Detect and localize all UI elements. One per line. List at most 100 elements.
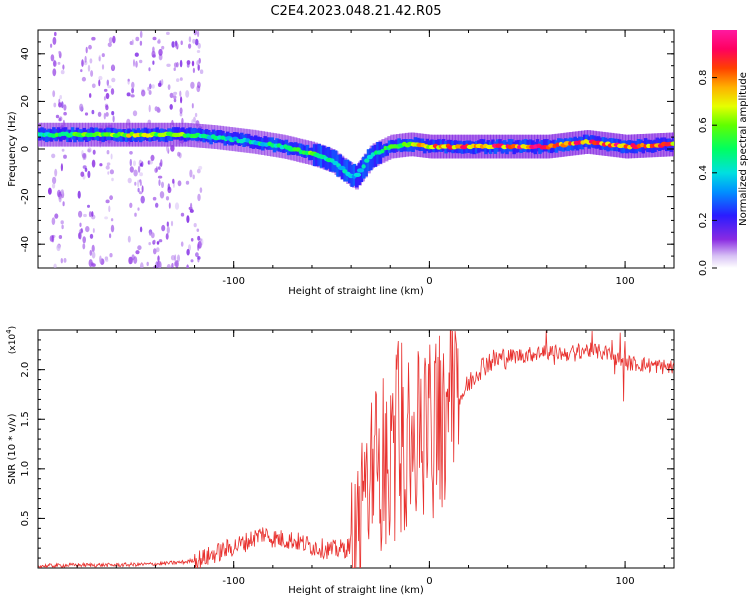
noise-speckle [167, 183, 170, 191]
noise-speckle [161, 181, 164, 188]
colorbar-tick-label: 0.4 [698, 165, 709, 181]
noise-speckle [197, 81, 201, 89]
noise-speckle [197, 30, 200, 37]
colorbar-label: Normalized spectral amplitude [738, 72, 749, 226]
noise-speckle [171, 262, 174, 268]
noise-speckle [166, 63, 171, 67]
noise-speckle [79, 103, 84, 112]
noise-speckle [52, 90, 56, 98]
noise-speckle [63, 154, 67, 159]
noise-speckle [107, 171, 110, 175]
noise-speckle [177, 254, 180, 262]
figure-title: C2E4.2023.048.21.42.R05 [270, 4, 441, 19]
noise-speckle [190, 202, 193, 210]
noise-speckle [52, 36, 57, 45]
x-tick-label: 0 [426, 276, 432, 287]
noise-speckle [173, 98, 177, 103]
noise-speckle [85, 46, 88, 54]
ridge-envelope [373, 144, 378, 167]
noise-speckle [139, 40, 143, 46]
noise-speckle [188, 43, 192, 49]
x-tick-label: 100 [616, 276, 635, 287]
ridge-envelope [641, 141, 645, 154]
noise-speckle [98, 75, 103, 81]
y-tick-label: -20 [20, 188, 31, 204]
noise-speckle [134, 181, 137, 186]
noise-speckle [180, 241, 184, 247]
y-tick-label: 0.5 [20, 510, 31, 526]
noise-speckle [58, 117, 62, 122]
noise-speckle [186, 60, 191, 65]
ridge-envelope [188, 127, 192, 140]
noise-speckle [110, 88, 115, 95]
noise-speckle [60, 258, 63, 264]
ridge-core [646, 143, 652, 149]
noise-speckle [135, 36, 140, 42]
noise-speckle [89, 249, 93, 256]
noise-speckle [129, 202, 133, 208]
noise-speckle [111, 77, 116, 83]
spectrogram-axes: -100 0 100 -40 -20 0 20 40 [20, 29, 674, 287]
ridge-core [342, 169, 348, 174]
noise-speckle [103, 96, 106, 101]
ridge-core [337, 165, 346, 171]
noise-speckle [87, 149, 91, 153]
colorbar-tick-label: 0.0 [698, 260, 709, 276]
noise-speckle [55, 114, 60, 119]
noise-speckle [174, 202, 180, 210]
noise-speckle [186, 215, 190, 224]
noise-speckle [52, 68, 57, 77]
noise-speckle [59, 95, 62, 100]
noise-speckle [133, 59, 135, 67]
noise-speckle [131, 81, 135, 89]
noise-speckle [91, 83, 96, 89]
noise-speckle [167, 84, 171, 90]
noise-speckle [91, 244, 95, 253]
noise-speckle [89, 233, 94, 239]
noise-speckle [111, 111, 115, 116]
noise-speckle [137, 207, 140, 211]
noise-speckle [62, 201, 65, 207]
noise-speckle [80, 228, 83, 233]
noise-speckle [134, 212, 137, 217]
noise-speckle [190, 259, 194, 263]
noise-speckle [105, 199, 110, 204]
noise-speckle [50, 54, 55, 62]
noise-speckle [109, 169, 114, 175]
noise-speckle [149, 232, 152, 236]
ridge-core [54, 132, 59, 137]
snr-frame [37, 329, 675, 569]
noise-speckle [80, 69, 83, 73]
noise-speckle [57, 61, 61, 65]
noise-speckle [92, 228, 95, 233]
noise-speckle [112, 35, 116, 44]
noise-speckle [91, 211, 94, 217]
y-tick-label: 2.0 [20, 362, 31, 378]
ridge-envelope [240, 132, 244, 146]
noise-speckle [63, 111, 67, 116]
noise-speckle [52, 183, 56, 189]
noise-speckle [105, 258, 109, 263]
noise-speckle [147, 86, 150, 91]
noise-speckle [172, 178, 175, 184]
noise-speckle [139, 180, 142, 187]
ridge-core [640, 142, 645, 148]
noise-speckle [127, 78, 130, 82]
noise-speckle [60, 189, 64, 195]
noise-speckle [137, 165, 141, 173]
svg-text:(x104): (x104) [5, 326, 18, 354]
noise-speckle [88, 44, 92, 50]
noise-speckle [185, 90, 190, 98]
noise-speckle [81, 59, 84, 67]
noise-speckle [111, 64, 115, 69]
noise-speckle [82, 236, 86, 244]
y-tick-label: 20 [20, 95, 31, 108]
noise-speckle [103, 88, 108, 92]
noise-speckle [169, 104, 173, 110]
noise-speckle [177, 180, 182, 187]
colorbar-tick-label: 0.2 [698, 212, 709, 228]
noise-speckle [166, 264, 171, 268]
noise-speckle [129, 166, 134, 173]
noise-speckle [195, 252, 199, 258]
noise-speckle [190, 81, 195, 89]
